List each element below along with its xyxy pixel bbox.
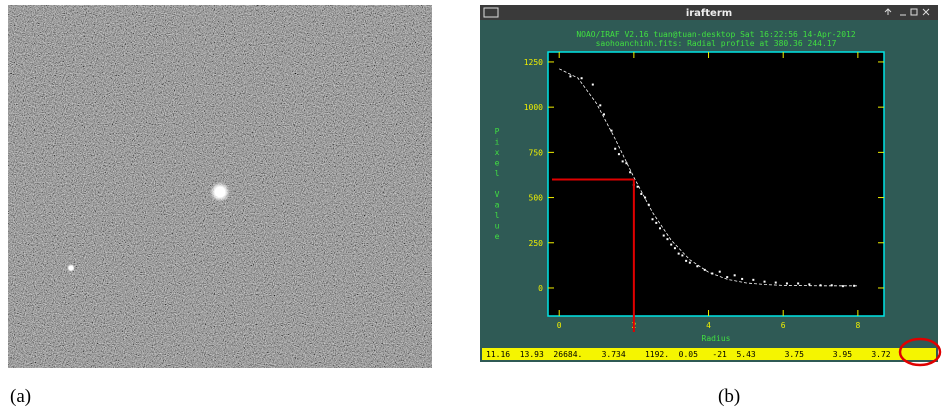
data-point: [696, 265, 698, 267]
data-point: [581, 77, 583, 79]
data-point: [689, 262, 691, 264]
data-point: [599, 104, 601, 106]
data-point: [674, 247, 676, 249]
data-point: [704, 269, 706, 271]
data-point: [681, 254, 683, 256]
data-point: [648, 204, 650, 206]
figure: (a) (b) irafterm NOAO/IRAF V2.16 tuan@tu…: [0, 0, 946, 409]
x-tick-label: 8: [855, 321, 860, 330]
y-tick-label: 0: [538, 284, 543, 293]
data-point: [603, 113, 605, 115]
data-point: [678, 253, 680, 255]
y-tick-label: 750: [529, 148, 544, 157]
data-point: [610, 130, 612, 132]
data-point: [622, 160, 624, 162]
window-title: irafterm: [686, 8, 732, 19]
data-point: [655, 222, 657, 224]
data-point: [637, 186, 639, 188]
data-point: [797, 282, 799, 284]
data-point: [663, 235, 665, 237]
data-point: [853, 285, 855, 287]
data-point: [831, 284, 833, 286]
data-point: [741, 278, 743, 280]
data-point: [711, 273, 713, 275]
data-point: [786, 282, 788, 284]
data-point: [618, 153, 620, 155]
data-point: [569, 75, 571, 77]
panel-label: (b): [718, 386, 740, 407]
data-point: [640, 193, 642, 195]
x-tick-label: 6: [781, 321, 786, 330]
plot-area: [548, 52, 884, 316]
y-tick-label: 500: [529, 194, 544, 203]
status-text: 11.16 13.93 26684. 3.734 1192. 0.05 -21 …: [486, 350, 891, 359]
data-point: [685, 260, 687, 262]
data-point: [820, 284, 822, 286]
y-tick-label: 1000: [524, 103, 543, 112]
data-point: [592, 84, 594, 86]
x-tick-label: 0: [557, 321, 562, 330]
data-point: [614, 148, 616, 150]
plot-subtitle: saohoanchinh.fits: Radial profile at 380…: [596, 39, 837, 48]
data-point: [670, 244, 672, 246]
data-point: [719, 271, 721, 273]
y-tick-label: 250: [529, 239, 544, 248]
panel-label: (a): [10, 386, 31, 407]
data-point: [652, 218, 654, 220]
data-point: [764, 281, 766, 283]
x-tick-label: 4: [706, 321, 711, 330]
data-point: [625, 162, 627, 164]
star: [67, 264, 75, 272]
data-point: [775, 282, 777, 284]
data-point: [842, 285, 844, 287]
data-point: [629, 171, 631, 173]
data-point: [726, 276, 728, 278]
plot-title: NOAO/IRAF V2.16 tuan@tuan-desktop Sat 16…: [576, 30, 856, 39]
y-tick-label: 1250: [524, 58, 543, 67]
x-axis-label: Radius: [702, 334, 731, 343]
data-point: [752, 279, 754, 281]
data-point: [734, 274, 736, 276]
star: [210, 182, 230, 202]
data-point: [666, 238, 668, 240]
data-point: [808, 283, 810, 285]
data-point: [644, 197, 646, 199]
data-point: [659, 227, 661, 229]
